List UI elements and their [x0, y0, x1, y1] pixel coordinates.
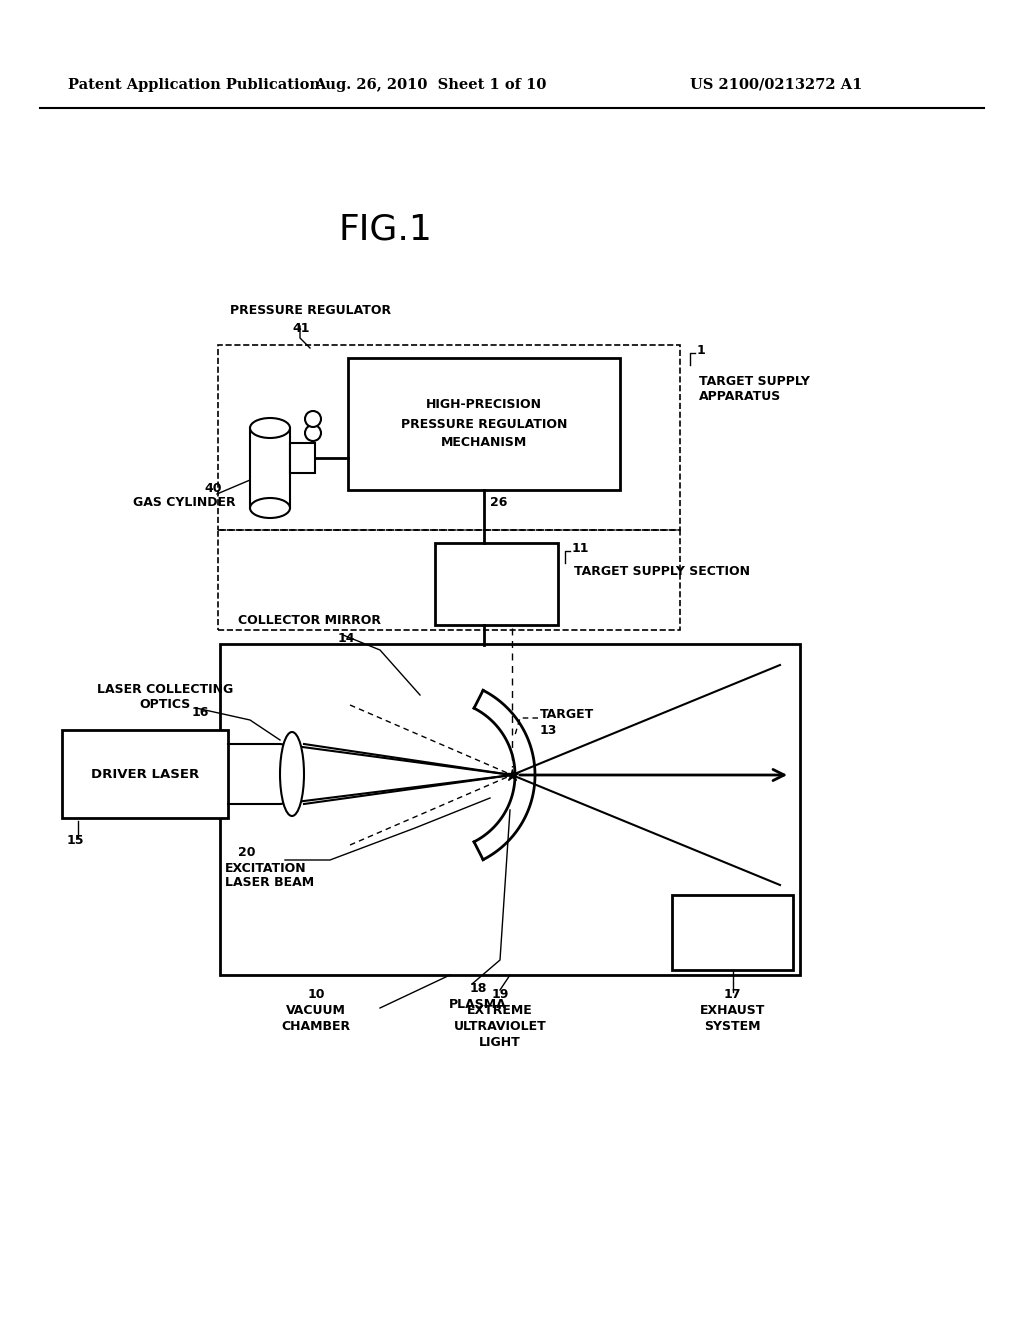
Text: 26: 26 — [490, 495, 507, 508]
Text: ULTRAVIOLET: ULTRAVIOLET — [454, 1019, 547, 1032]
Bar — [220, 644, 800, 975]
Text: DRIVER LASER: DRIVER LASER — [91, 767, 199, 780]
Text: COLLECTOR MIRROR: COLLECTOR MIRROR — [238, 614, 381, 627]
Text: PRESSURE REGULATOR: PRESSURE REGULATOR — [230, 304, 391, 317]
Bar — [218, 531, 680, 630]
Text: 11: 11 — [572, 541, 590, 554]
Bar — [290, 444, 315, 473]
Text: 15: 15 — [67, 833, 85, 846]
Text: Aug. 26, 2010  Sheet 1 of 10: Aug. 26, 2010 Sheet 1 of 10 — [313, 78, 546, 92]
Text: TARGET SUPPLY
APPARATUS: TARGET SUPPLY APPARATUS — [699, 375, 810, 403]
Text: EXCITATION: EXCITATION — [225, 862, 306, 874]
Circle shape — [305, 425, 321, 441]
Text: LASER BEAM: LASER BEAM — [225, 876, 314, 890]
Text: 18: 18 — [469, 982, 486, 994]
Text: 13: 13 — [540, 723, 557, 737]
Bar — [218, 345, 680, 531]
Text: EXHAUST: EXHAUST — [699, 1003, 765, 1016]
Bar — [348, 358, 620, 490]
Text: TARGET: TARGET — [540, 709, 594, 722]
Text: FIG.1: FIG.1 — [338, 213, 432, 247]
Text: SYSTEM: SYSTEM — [705, 1019, 761, 1032]
Text: CHAMBER: CHAMBER — [282, 1019, 350, 1032]
Text: 19: 19 — [492, 987, 509, 1001]
Text: 40: 40 — [205, 482, 222, 495]
Ellipse shape — [250, 418, 290, 438]
Bar — [435, 543, 558, 624]
Text: PLASMA: PLASMA — [450, 998, 507, 1011]
Text: GAS CYLINDER: GAS CYLINDER — [133, 496, 236, 510]
Bar — [62, 730, 228, 818]
Text: 17: 17 — [724, 987, 741, 1001]
Text: 16: 16 — [193, 705, 209, 718]
Text: 41: 41 — [292, 322, 309, 335]
Text: HIGH-PRECISION
PRESSURE REGULATION
MECHANISM: HIGH-PRECISION PRESSURE REGULATION MECHA… — [400, 399, 567, 450]
Text: Patent Application Publication: Patent Application Publication — [68, 78, 319, 92]
Circle shape — [305, 411, 321, 426]
Ellipse shape — [280, 733, 304, 816]
Text: LASER COLLECTING
OPTICS: LASER COLLECTING OPTICS — [97, 682, 233, 711]
Text: 20: 20 — [238, 846, 256, 858]
Text: LIGHT: LIGHT — [479, 1035, 521, 1048]
Text: TARGET SUPPLY SECTION: TARGET SUPPLY SECTION — [574, 565, 750, 578]
Bar — [672, 895, 793, 970]
Ellipse shape — [250, 498, 290, 517]
Text: 1: 1 — [697, 343, 706, 356]
Text: VACUUM: VACUUM — [286, 1003, 346, 1016]
Text: US 2100/0213272 A1: US 2100/0213272 A1 — [690, 78, 862, 92]
Bar — [250, 428, 290, 508]
Text: 14: 14 — [338, 631, 355, 644]
Text: EXTREME: EXTREME — [467, 1003, 532, 1016]
Text: 10: 10 — [307, 987, 325, 1001]
